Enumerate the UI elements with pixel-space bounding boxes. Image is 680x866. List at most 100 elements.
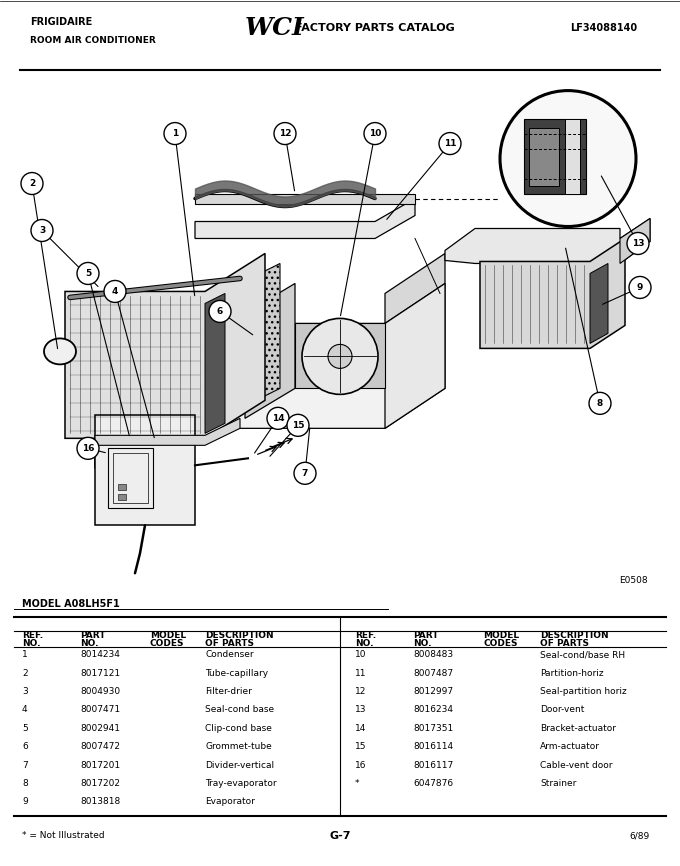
- Polygon shape: [385, 254, 445, 323]
- Text: G-7: G-7: [329, 830, 351, 841]
- Text: Evaporator: Evaporator: [205, 798, 255, 806]
- Polygon shape: [65, 254, 265, 438]
- Circle shape: [31, 219, 53, 242]
- Text: Clip-cond base: Clip-cond base: [205, 724, 272, 733]
- Text: FACTORY PARTS CATALOG: FACTORY PARTS CATALOG: [295, 23, 455, 33]
- Text: OF PARTS: OF PARTS: [540, 639, 589, 649]
- Polygon shape: [480, 238, 625, 348]
- Text: NO.: NO.: [22, 639, 41, 649]
- Text: 14: 14: [272, 414, 284, 423]
- Text: MODEL: MODEL: [483, 631, 519, 640]
- Text: NO.: NO.: [413, 639, 432, 649]
- Circle shape: [209, 301, 231, 322]
- Text: CODES: CODES: [483, 639, 517, 649]
- Polygon shape: [95, 418, 240, 445]
- Text: 7: 7: [302, 469, 308, 478]
- Text: Door-vent: Door-vent: [540, 706, 584, 714]
- Text: NO.: NO.: [355, 639, 373, 649]
- Polygon shape: [240, 263, 280, 409]
- Text: 8007471: 8007471: [80, 706, 120, 714]
- Circle shape: [104, 281, 126, 302]
- Text: 8007472: 8007472: [80, 742, 120, 752]
- Text: Seal-cond/base RH: Seal-cond/base RH: [540, 650, 625, 659]
- Text: 6: 6: [217, 307, 223, 316]
- Text: 2: 2: [22, 669, 28, 678]
- Polygon shape: [195, 193, 415, 204]
- Circle shape: [439, 132, 461, 154]
- Text: FRIGIDAIRE: FRIGIDAIRE: [30, 16, 92, 27]
- Circle shape: [364, 123, 386, 145]
- Circle shape: [294, 462, 316, 484]
- Text: 8: 8: [22, 779, 28, 788]
- Text: 8016234: 8016234: [413, 706, 453, 714]
- Text: MODEL A08LH5F1: MODEL A08LH5F1: [22, 599, 120, 609]
- Text: 8004930: 8004930: [80, 687, 120, 696]
- Text: 8014234: 8014234: [80, 650, 120, 659]
- Text: Filter-drier: Filter-drier: [205, 687, 252, 696]
- Text: Grommet-tube: Grommet-tube: [205, 742, 272, 752]
- Polygon shape: [95, 416, 195, 526]
- Text: 8017201: 8017201: [80, 760, 120, 770]
- Text: CODES: CODES: [150, 639, 184, 649]
- Text: Seal-partition horiz: Seal-partition horiz: [540, 687, 627, 696]
- Polygon shape: [385, 283, 445, 429]
- Text: 15: 15: [355, 742, 367, 752]
- Bar: [108, 449, 153, 508]
- Text: 8: 8: [597, 399, 603, 408]
- Text: Divider-vertical: Divider-vertical: [205, 760, 274, 770]
- Text: 5: 5: [22, 724, 28, 733]
- Text: 3: 3: [39, 226, 45, 235]
- Text: PART: PART: [80, 631, 105, 640]
- Text: 8017121: 8017121: [80, 669, 120, 678]
- Bar: [529, 127, 559, 185]
- Text: ROOM AIR CONDITIONER: ROOM AIR CONDITIONER: [30, 36, 156, 45]
- Text: 11: 11: [355, 669, 367, 678]
- Circle shape: [500, 91, 636, 227]
- Bar: [113, 453, 148, 503]
- Text: DESCRIPTION: DESCRIPTION: [205, 631, 273, 640]
- Circle shape: [77, 262, 99, 284]
- Text: Arm-actuator: Arm-actuator: [540, 742, 600, 752]
- Text: LF34088140: LF34088140: [570, 23, 637, 33]
- Bar: [118, 484, 126, 490]
- Text: 8017202: 8017202: [80, 779, 120, 788]
- Text: 16: 16: [355, 760, 367, 770]
- Text: 1: 1: [22, 650, 28, 659]
- Circle shape: [287, 414, 309, 436]
- Text: 15: 15: [292, 421, 304, 430]
- Bar: [565, 119, 580, 193]
- Text: 6: 6: [22, 742, 28, 752]
- Polygon shape: [620, 218, 650, 263]
- Polygon shape: [445, 218, 650, 263]
- Text: 14: 14: [355, 724, 367, 733]
- Text: 13: 13: [355, 706, 367, 714]
- Text: MODEL: MODEL: [150, 631, 186, 640]
- Text: 8012997: 8012997: [413, 687, 453, 696]
- Text: 8008483: 8008483: [413, 650, 453, 659]
- Bar: [118, 494, 126, 501]
- Ellipse shape: [44, 339, 76, 365]
- Text: * = Not Illustrated: * = Not Illustrated: [22, 831, 105, 840]
- Circle shape: [274, 123, 296, 145]
- Polygon shape: [195, 198, 415, 238]
- Text: 9: 9: [22, 798, 28, 806]
- Circle shape: [302, 319, 378, 394]
- Text: 13: 13: [632, 239, 644, 248]
- Text: REF.: REF.: [355, 631, 376, 640]
- Text: 8013818: 8013818: [80, 798, 120, 806]
- Polygon shape: [95, 283, 445, 469]
- Text: 2: 2: [29, 179, 35, 188]
- Text: 9: 9: [636, 283, 643, 292]
- Circle shape: [77, 437, 99, 459]
- Polygon shape: [95, 323, 155, 469]
- Text: 8007487: 8007487: [413, 669, 453, 678]
- Text: 6/89: 6/89: [630, 831, 650, 840]
- Text: 3: 3: [22, 687, 28, 696]
- Text: PART: PART: [413, 631, 439, 640]
- Circle shape: [21, 172, 43, 195]
- Text: Partition-horiz: Partition-horiz: [540, 669, 604, 678]
- Polygon shape: [245, 283, 295, 418]
- Text: Cable-vent door: Cable-vent door: [540, 760, 613, 770]
- Text: NO.: NO.: [80, 639, 99, 649]
- Circle shape: [629, 276, 651, 299]
